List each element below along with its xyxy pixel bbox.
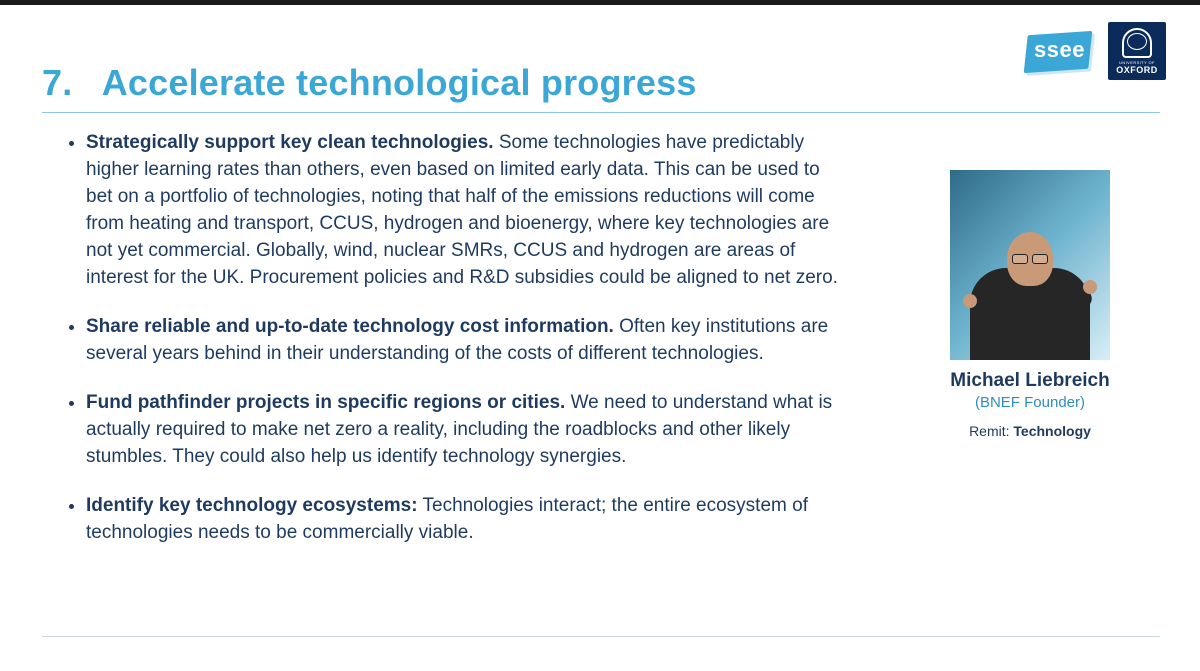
bullet-item: Share reliable and up-to-date technology… <box>86 314 842 368</box>
speaker-photo <box>950 170 1110 360</box>
oxford-crest-icon <box>1122 28 1152 58</box>
window-top-bar <box>0 0 1200 5</box>
bullet-lead: Fund pathfinder projects in specific reg… <box>86 392 565 413</box>
speaker-remit-label: Remit: <box>969 423 1013 439</box>
speaker-remit: Remit: Technology <box>930 423 1130 439</box>
speaker-remit-value: Technology <box>1013 423 1091 439</box>
ssee-logo-text: ssee <box>1034 37 1085 63</box>
slide-title-text: Accelerate technological progress <box>102 62 697 103</box>
content-block: Strategically support key clean technolo… <box>42 130 842 547</box>
bullet-lead: Identify key technology ecosystems: <box>86 495 418 516</box>
bullet-body: Some technologies have predictably highe… <box>86 132 838 288</box>
bullet-item: Fund pathfinder projects in specific reg… <box>86 390 842 471</box>
slide-number: 7. <box>42 62 72 103</box>
logo-group: ssee UNIVERSITY OF OXFORD <box>1026 22 1166 80</box>
bullet-item: Identify key technology ecosystems: Tech… <box>86 493 842 547</box>
bottom-rule <box>42 636 1160 637</box>
bullet-item: Strategically support key clean technolo… <box>86 130 842 292</box>
oxford-line2: OXFORD <box>1116 65 1158 75</box>
speaker-name: Michael Liebreich <box>930 370 1130 392</box>
bullet-lead: Share reliable and up-to-date technology… <box>86 316 614 337</box>
bullet-list: Strategically support key clean technolo… <box>42 130 842 547</box>
oxford-logo: UNIVERSITY OF OXFORD <box>1108 22 1166 80</box>
heading-rule <box>42 112 1160 113</box>
slide: ssee UNIVERSITY OF OXFORD 7. Accelerate … <box>0 0 1200 671</box>
slide-title: 7. Accelerate technological progress <box>42 62 1000 104</box>
speaker-card: Michael Liebreich (BNEF Founder) Remit: … <box>930 170 1130 439</box>
speaker-silhouette-icon <box>965 210 1095 360</box>
ssee-logo: ssee <box>1026 27 1098 75</box>
bullet-lead: Strategically support key clean technolo… <box>86 132 494 153</box>
speaker-affiliation: (BNEF Founder) <box>930 394 1130 411</box>
heading-block: 7. Accelerate technological progress <box>42 62 1000 113</box>
